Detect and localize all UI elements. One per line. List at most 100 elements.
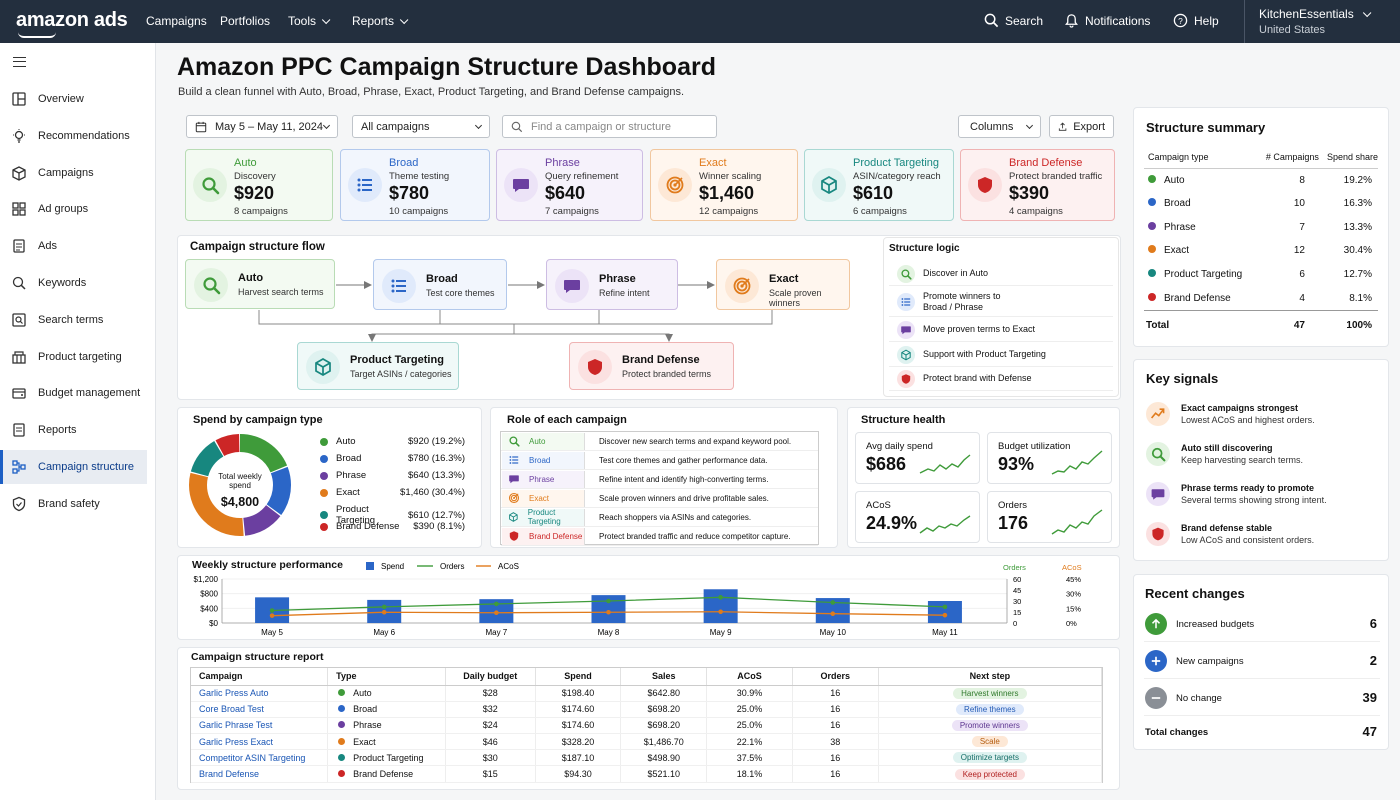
report-header[interactable]: Type	[327, 668, 446, 686]
orders-point[interactable]	[942, 604, 948, 610]
sidebar-item-product-targeting[interactable]: Product targeting	[0, 340, 147, 374]
y-left-tick: $1,200	[194, 575, 219, 584]
account-switcher[interactable]: KitchenEssentials United States	[1244, 0, 1372, 43]
search-button[interactable]: Search	[984, 13, 1043, 28]
nav-campaigns[interactable]: Campaigns	[146, 14, 207, 28]
kpi-count: 7 campaigns	[545, 206, 599, 217]
report-header[interactable]: Spend	[535, 668, 622, 686]
help-button[interactable]: ? Help	[1173, 13, 1219, 28]
orders-point[interactable]	[494, 601, 499, 607]
sidebar-item-ad-groups[interactable]: Ad groups	[0, 192, 147, 226]
report-header[interactable]: ACoS	[706, 668, 793, 686]
columns-button[interactable]: Columns	[958, 115, 1041, 138]
next-step-badge[interactable]: Optimize targets	[952, 752, 1027, 764]
report-row[interactable]: Core Broad Test Broad $32 $174.60 $698.20 25.…	[191, 701, 1103, 718]
report-header[interactable]: Daily budget	[445, 668, 536, 686]
kpi-card-exact[interactable]: Exact Winner scaling $1,460 12 campaigns	[650, 149, 798, 221]
donut-slice-broad[interactable]	[189, 434, 291, 536]
report-header[interactable]: Next step	[878, 668, 1103, 686]
report-cell: $198.40	[535, 685, 622, 702]
flow-node-product-targeting[interactable]: Product Targeting Target ASINs / categor…	[297, 342, 459, 390]
next-step-badge[interactable]: Refine themes	[956, 703, 1024, 715]
kpi-card-phrase[interactable]: Phrase Query refinement $640 7 campaigns	[496, 149, 643, 221]
donut-slice-auto[interactable]	[189, 434, 291, 536]
kpi-title: Phrase	[545, 157, 580, 169]
report-row[interactable]: Garlic Press Exact Exact $46 $328.20 $1,486.…	[191, 733, 1103, 751]
report-row[interactable]: Competitor ASIN Targeting Product Targeti…	[191, 749, 1103, 767]
next-step-badge[interactable]: Promote winners	[951, 719, 1028, 731]
report-row[interactable]: Garlic Phrase Test Phrase $24 $174.60 $698.2…	[191, 717, 1103, 735]
kpi-card-broad[interactable]: Broad Theme testing $780 10 campaigns	[340, 149, 490, 221]
donut-slice-exact[interactable]	[189, 434, 291, 536]
campaign-link[interactable]: Garlic Press Auto	[191, 685, 329, 702]
legend-value: $390 (8.1%)	[413, 521, 465, 532]
orders-point[interactable]	[381, 604, 387, 610]
acos-point[interactable]	[606, 609, 611, 615]
flow-node-phrase[interactable]: Phrase Refine intent	[546, 259, 678, 310]
orders-point[interactable]	[830, 600, 836, 605]
report-header[interactable]: Sales	[620, 668, 708, 686]
summary-row: Auto 8 19.2%	[1144, 168, 1378, 192]
campaign-link[interactable]: Garlic Press Exact	[191, 733, 329, 751]
sidebar-item-recommendations[interactable]: Recommendations	[0, 119, 147, 153]
flow-node-broad[interactable]: Broad Test core themes	[373, 259, 507, 310]
flow-node-auto[interactable]: Auto Harvest search terms	[185, 259, 335, 309]
acos-point[interactable]	[269, 613, 275, 618]
sidebar-item-brand-safety[interactable]: Brand safety	[0, 487, 147, 521]
orders-point[interactable]	[718, 595, 723, 600]
change-row[interactable]: Increased budgets 6	[1144, 611, 1380, 642]
flow-node-exact[interactable]: Exact Scale proven winners	[716, 259, 850, 310]
campaign-link[interactable]: Competitor ASIN Targeting	[191, 749, 329, 767]
acos-point[interactable]	[494, 610, 499, 616]
acos-point[interactable]	[718, 609, 723, 615]
flow-node-brand-defense[interactable]: Brand Defense Protect branded terms	[569, 342, 734, 390]
next-step-badge[interactable]: Harvest winners	[953, 687, 1027, 699]
sidebar-item-overview[interactable]: Overview	[0, 82, 147, 116]
acos-point[interactable]	[381, 609, 387, 615]
campaign-link[interactable]: Brand Defense	[191, 765, 329, 783]
notifications-button[interactable]: Notifications	[1064, 13, 1150, 28]
spend-bar[interactable]	[927, 601, 962, 623]
report-header[interactable]: Campaign	[191, 668, 329, 686]
report-row[interactable]: Garlic Press Auto Auto $28 $198.40 $642.80 30…	[191, 685, 1103, 702]
sidebar-item-budget-management[interactable]: Budget management	[0, 376, 147, 410]
nav-reports[interactable]: Reports	[352, 14, 409, 28]
search-icon	[12, 276, 26, 290]
nav-tools[interactable]: Tools	[288, 14, 331, 28]
spend-legend-item: Brand Defense $390 (8.1%)	[320, 521, 465, 532]
logic-step: Protect brand with Defense	[889, 367, 1113, 391]
change-row[interactable]: No change 39	[1144, 685, 1380, 716]
acos-point[interactable]	[942, 612, 948, 618]
acos-point[interactable]	[830, 611, 836, 617]
change-row[interactable]: New campaigns 2	[1144, 648, 1380, 679]
sidebar-item-search-terms[interactable]: Search terms	[0, 303, 147, 337]
sidebar-item-campaign-structure[interactable]: Campaign structure	[0, 450, 147, 484]
report-header[interactable]: Orders	[792, 668, 879, 686]
nav-portfolios[interactable]: Portfolios	[220, 14, 271, 28]
sidebar-item-keywords[interactable]: Keywords	[0, 266, 147, 300]
orders-point[interactable]	[269, 608, 275, 613]
campaign-search-input[interactable]: Find a campaign or structure	[502, 115, 717, 138]
report-row[interactable]: Brand Defense Brand Defense $15 $94.30 $521.…	[191, 765, 1103, 783]
amazon-ads-logo[interactable]: amazon ads	[16, 9, 128, 38]
role-title: Role of each campaign	[507, 414, 627, 426]
export-button[interactable]: Export	[1049, 115, 1114, 138]
kpi-card-auto[interactable]: Auto Discovery $920 8 campaigns	[185, 149, 333, 221]
sidebar-item-campaigns[interactable]: Campaigns	[0, 156, 147, 190]
campaign-type: Phrase	[353, 720, 382, 731]
campaign-link[interactable]: Core Broad Test	[191, 701, 329, 718]
kpi-card-product-targeting[interactable]: Product Targeting ASIN/category reach $6…	[804, 149, 954, 221]
hamburger-menu-icon[interactable]	[13, 57, 26, 67]
orders-point[interactable]	[606, 598, 611, 604]
next-step-badge[interactable]: Keep protected	[954, 768, 1025, 780]
bell-icon	[1065, 14, 1078, 28]
kpi-card-brand-defense[interactable]: Brand Defense Protect branded traffic $3…	[960, 149, 1115, 221]
sidebar-item-reports[interactable]: Reports	[0, 413, 147, 447]
campaign-link[interactable]: Garlic Phrase Test	[191, 717, 329, 735]
spend-bar[interactable]	[703, 589, 738, 623]
campaign-filter-select[interactable]: All campaigns	[352, 115, 490, 138]
next-step-badge[interactable]: Scale	[971, 736, 1008, 748]
sidebar-item-ads[interactable]: Ads	[0, 229, 147, 263]
date-range-picker[interactable]: May 5 – May 11, 2024	[186, 115, 338, 138]
legend-spend: Spend	[381, 562, 404, 571]
